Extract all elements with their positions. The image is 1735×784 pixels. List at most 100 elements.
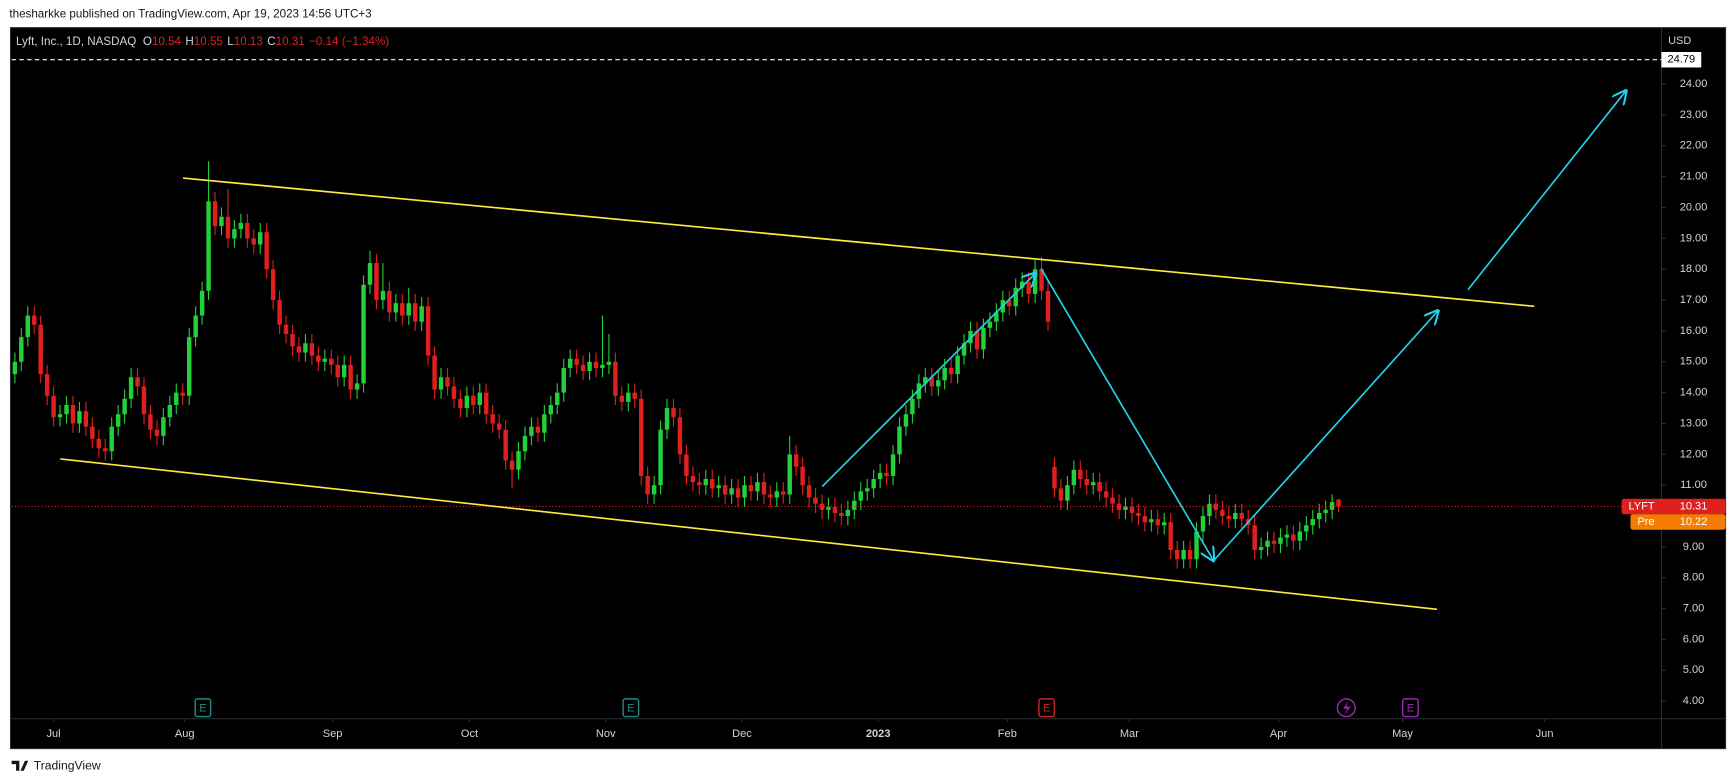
candle-body xyxy=(781,491,786,495)
candle-body xyxy=(503,429,508,461)
candle-body xyxy=(806,485,812,498)
event-frame xyxy=(194,698,212,718)
candle-body xyxy=(296,346,302,353)
candle-body xyxy=(761,482,767,495)
candle-body xyxy=(600,364,605,368)
candle-body xyxy=(664,408,670,430)
x-tick-label: Dec xyxy=(732,728,752,740)
candle-body xyxy=(425,306,431,356)
candle-body xyxy=(1110,497,1115,504)
candle-body xyxy=(742,485,747,498)
candle-body xyxy=(1181,549,1186,560)
candle-body xyxy=(251,238,256,245)
candle-body xyxy=(154,429,160,436)
event-label: E xyxy=(627,703,634,715)
candle-body xyxy=(735,488,741,498)
x-tick-label: May xyxy=(1392,728,1413,740)
candle-body xyxy=(1084,479,1089,486)
candle-body xyxy=(1310,519,1315,526)
candle-body xyxy=(574,358,579,365)
event-badge: E xyxy=(1038,698,1056,718)
candle-body xyxy=(161,417,166,436)
candle-body xyxy=(1058,488,1064,501)
candle-body xyxy=(309,343,315,356)
candle-body xyxy=(167,404,173,418)
candle-body xyxy=(1200,516,1206,532)
y-tick-label: 12.00 xyxy=(1680,448,1708,460)
candle-body xyxy=(677,417,683,455)
y-tick-label: 21.00 xyxy=(1680,171,1708,183)
x-tick-label: Jun xyxy=(1536,728,1554,740)
candle-body xyxy=(1194,531,1199,560)
y-tick-label: 15.00 xyxy=(1680,356,1708,368)
candle-body xyxy=(509,460,515,470)
candle-body xyxy=(710,479,715,489)
candle-body xyxy=(1174,549,1180,560)
candle-body xyxy=(458,398,463,409)
candle-body xyxy=(1239,512,1244,520)
candle-body xyxy=(987,321,993,328)
candle-body xyxy=(174,392,179,405)
candle-body xyxy=(180,392,185,396)
y-tick-label: 16.00 xyxy=(1680,325,1708,337)
candle-body xyxy=(393,303,399,313)
candle-body xyxy=(96,438,102,449)
candle-body xyxy=(864,488,870,492)
candle-body xyxy=(1071,469,1077,486)
candle-body xyxy=(613,361,618,396)
premarket-tag xyxy=(1630,514,1726,530)
y-tick-label: 13.00 xyxy=(1680,417,1708,429)
candle-body xyxy=(858,491,863,501)
candle-body xyxy=(464,395,470,409)
candle-body xyxy=(264,232,269,270)
candle-body xyxy=(548,404,554,415)
candle-body xyxy=(335,364,340,378)
candle-body xyxy=(1097,482,1102,492)
candle-body xyxy=(619,395,625,402)
candle-body xyxy=(1336,499,1341,507)
event-circle xyxy=(1336,698,1356,718)
candle-body xyxy=(348,364,353,390)
candle-body xyxy=(135,377,140,387)
candle-body xyxy=(716,485,721,489)
candle-body xyxy=(948,367,954,375)
candle-body xyxy=(419,306,424,322)
candle-body xyxy=(845,509,851,517)
candle-body xyxy=(12,361,18,375)
candle-body xyxy=(484,392,489,415)
logo-mark xyxy=(11,760,29,771)
candle-body xyxy=(955,355,960,375)
candle-body xyxy=(57,414,63,418)
candle-body xyxy=(768,494,773,498)
candle-body xyxy=(1258,546,1264,550)
candle-body xyxy=(341,364,347,378)
candle-body xyxy=(916,383,922,399)
candle-body xyxy=(1323,509,1328,513)
candle-body xyxy=(890,454,896,476)
candle-body xyxy=(632,392,637,399)
candle-body xyxy=(936,380,941,387)
candle-body xyxy=(974,330,980,350)
x-tick-label: Apr xyxy=(1270,728,1288,740)
x-tick-label: Jul xyxy=(47,728,61,740)
ohlc-value: 10.13 xyxy=(234,35,263,48)
candle-body xyxy=(658,429,663,486)
candle-body xyxy=(1168,522,1173,550)
candle-body xyxy=(832,506,838,513)
candle-body xyxy=(206,201,211,291)
candle-body xyxy=(1233,512,1238,520)
candle-body xyxy=(1007,300,1012,307)
candle-body xyxy=(199,290,205,316)
logo xyxy=(11,760,29,771)
ohlc-value: 10.55 xyxy=(194,35,223,48)
candle-body xyxy=(109,426,114,452)
x-tick-label: 2023 xyxy=(866,728,891,740)
candle-body xyxy=(1317,512,1322,520)
candle-body xyxy=(561,367,566,393)
ohlc-key: O xyxy=(143,35,152,48)
y-tick-label: 19.00 xyxy=(1680,232,1708,244)
candle-body xyxy=(303,343,308,353)
candle-body xyxy=(1220,509,1225,517)
candle-body xyxy=(1123,506,1128,510)
